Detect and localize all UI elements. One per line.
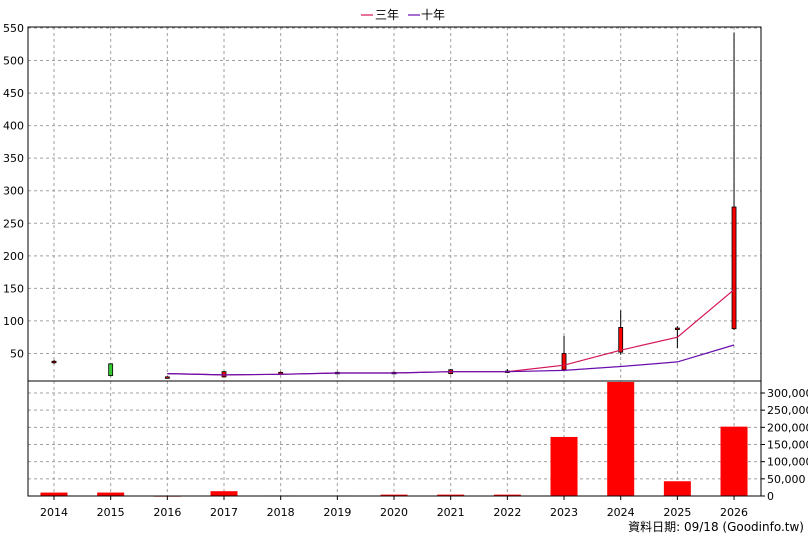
x-tick-label: 2016 xyxy=(153,506,181,519)
candle-body xyxy=(108,363,114,376)
price-tick-label: 300 xyxy=(3,185,24,198)
legend: 三年 十年 xyxy=(361,8,445,22)
candle-body xyxy=(164,376,170,379)
price-tick-label: 50 xyxy=(10,347,24,360)
volume-tick-label: 200,000 xyxy=(767,421,808,434)
series-line xyxy=(167,289,735,376)
legend-label-3y: 三年 xyxy=(375,8,399,22)
price-tick-label: 400 xyxy=(3,120,24,133)
price-tick-label: 450 xyxy=(3,87,24,100)
x-tick-label: 2026 xyxy=(720,506,748,519)
x-tick-label: 2025 xyxy=(663,506,691,519)
candle-body xyxy=(674,327,680,330)
volume-tick-label: 50,000 xyxy=(767,473,806,486)
candle-body xyxy=(51,360,57,364)
volume-bar xyxy=(607,382,635,496)
price-tick-label: 200 xyxy=(3,250,24,263)
price-tick-label: 550 xyxy=(3,22,24,35)
x-tick-label: 2015 xyxy=(97,506,125,519)
candle-body xyxy=(618,327,624,353)
data-date-label: 資料日期: 09/18 (Goodinfo.tw) xyxy=(628,520,804,534)
x-tick-label: 2021 xyxy=(437,506,465,519)
x-tick-label: 2018 xyxy=(267,506,295,519)
volume-bar xyxy=(550,436,578,496)
price-tick-label: 250 xyxy=(3,217,24,230)
x-tick-label: 2023 xyxy=(550,506,578,519)
legend-label-10y: 十年 xyxy=(421,8,445,22)
volume-bars xyxy=(40,382,748,497)
volume-grid xyxy=(28,381,761,496)
candlesticks xyxy=(51,32,737,379)
x-tick-label: 2024 xyxy=(607,506,635,519)
price-tick-label: 350 xyxy=(3,152,24,165)
price-axis-ticks: 550 500 450 400 350 300 250 200 150 100 50 xyxy=(3,22,24,360)
x-axis-ticks: 2014 2015 2016 2017 2018 2019 2020 2021 2022 2023… xyxy=(40,496,748,519)
volume-bar xyxy=(210,491,238,496)
series-line xyxy=(167,344,735,376)
x-tick-label: 2019 xyxy=(323,506,351,519)
candle-body xyxy=(731,206,737,330)
volume-bar xyxy=(663,481,691,496)
volume-tick-label: 150,000 xyxy=(767,439,808,452)
volume-tick-label: 0 xyxy=(767,490,774,503)
price-tick-label: 150 xyxy=(3,282,24,295)
volume-tick-label: 250,000 xyxy=(767,404,808,417)
candle-body xyxy=(561,353,567,371)
volume-axis-ticks: 300,000 250,000 200,000 150,000 100,000 50,00… xyxy=(761,387,808,503)
volume-tick-label: 300,000 xyxy=(767,387,808,400)
price-panel: 550 500 450 400 350 300 250 200 150 100 50 xyxy=(3,22,762,382)
x-tick-label: 2017 xyxy=(210,506,238,519)
volume-bar xyxy=(380,494,408,496)
price-grid xyxy=(28,27,761,381)
x-tick-label: 2022 xyxy=(493,506,521,519)
price-tick-label: 100 xyxy=(3,315,24,328)
average-lines xyxy=(167,289,735,376)
volume-tick-label: 100,000 xyxy=(767,456,808,469)
volume-bar xyxy=(97,492,125,496)
x-tick-label: 2020 xyxy=(380,506,408,519)
price-tick-label: 500 xyxy=(3,55,24,68)
x-tick-label: 2014 xyxy=(40,506,68,519)
candle-body xyxy=(278,371,284,375)
volume-bar xyxy=(720,426,748,496)
volume-bar xyxy=(40,492,68,496)
volume-bar xyxy=(437,494,465,496)
volume-bar xyxy=(493,494,521,496)
volume-panel: 300,000 250,000 200,000 150,000 100,000 50,00… xyxy=(27,380,808,503)
